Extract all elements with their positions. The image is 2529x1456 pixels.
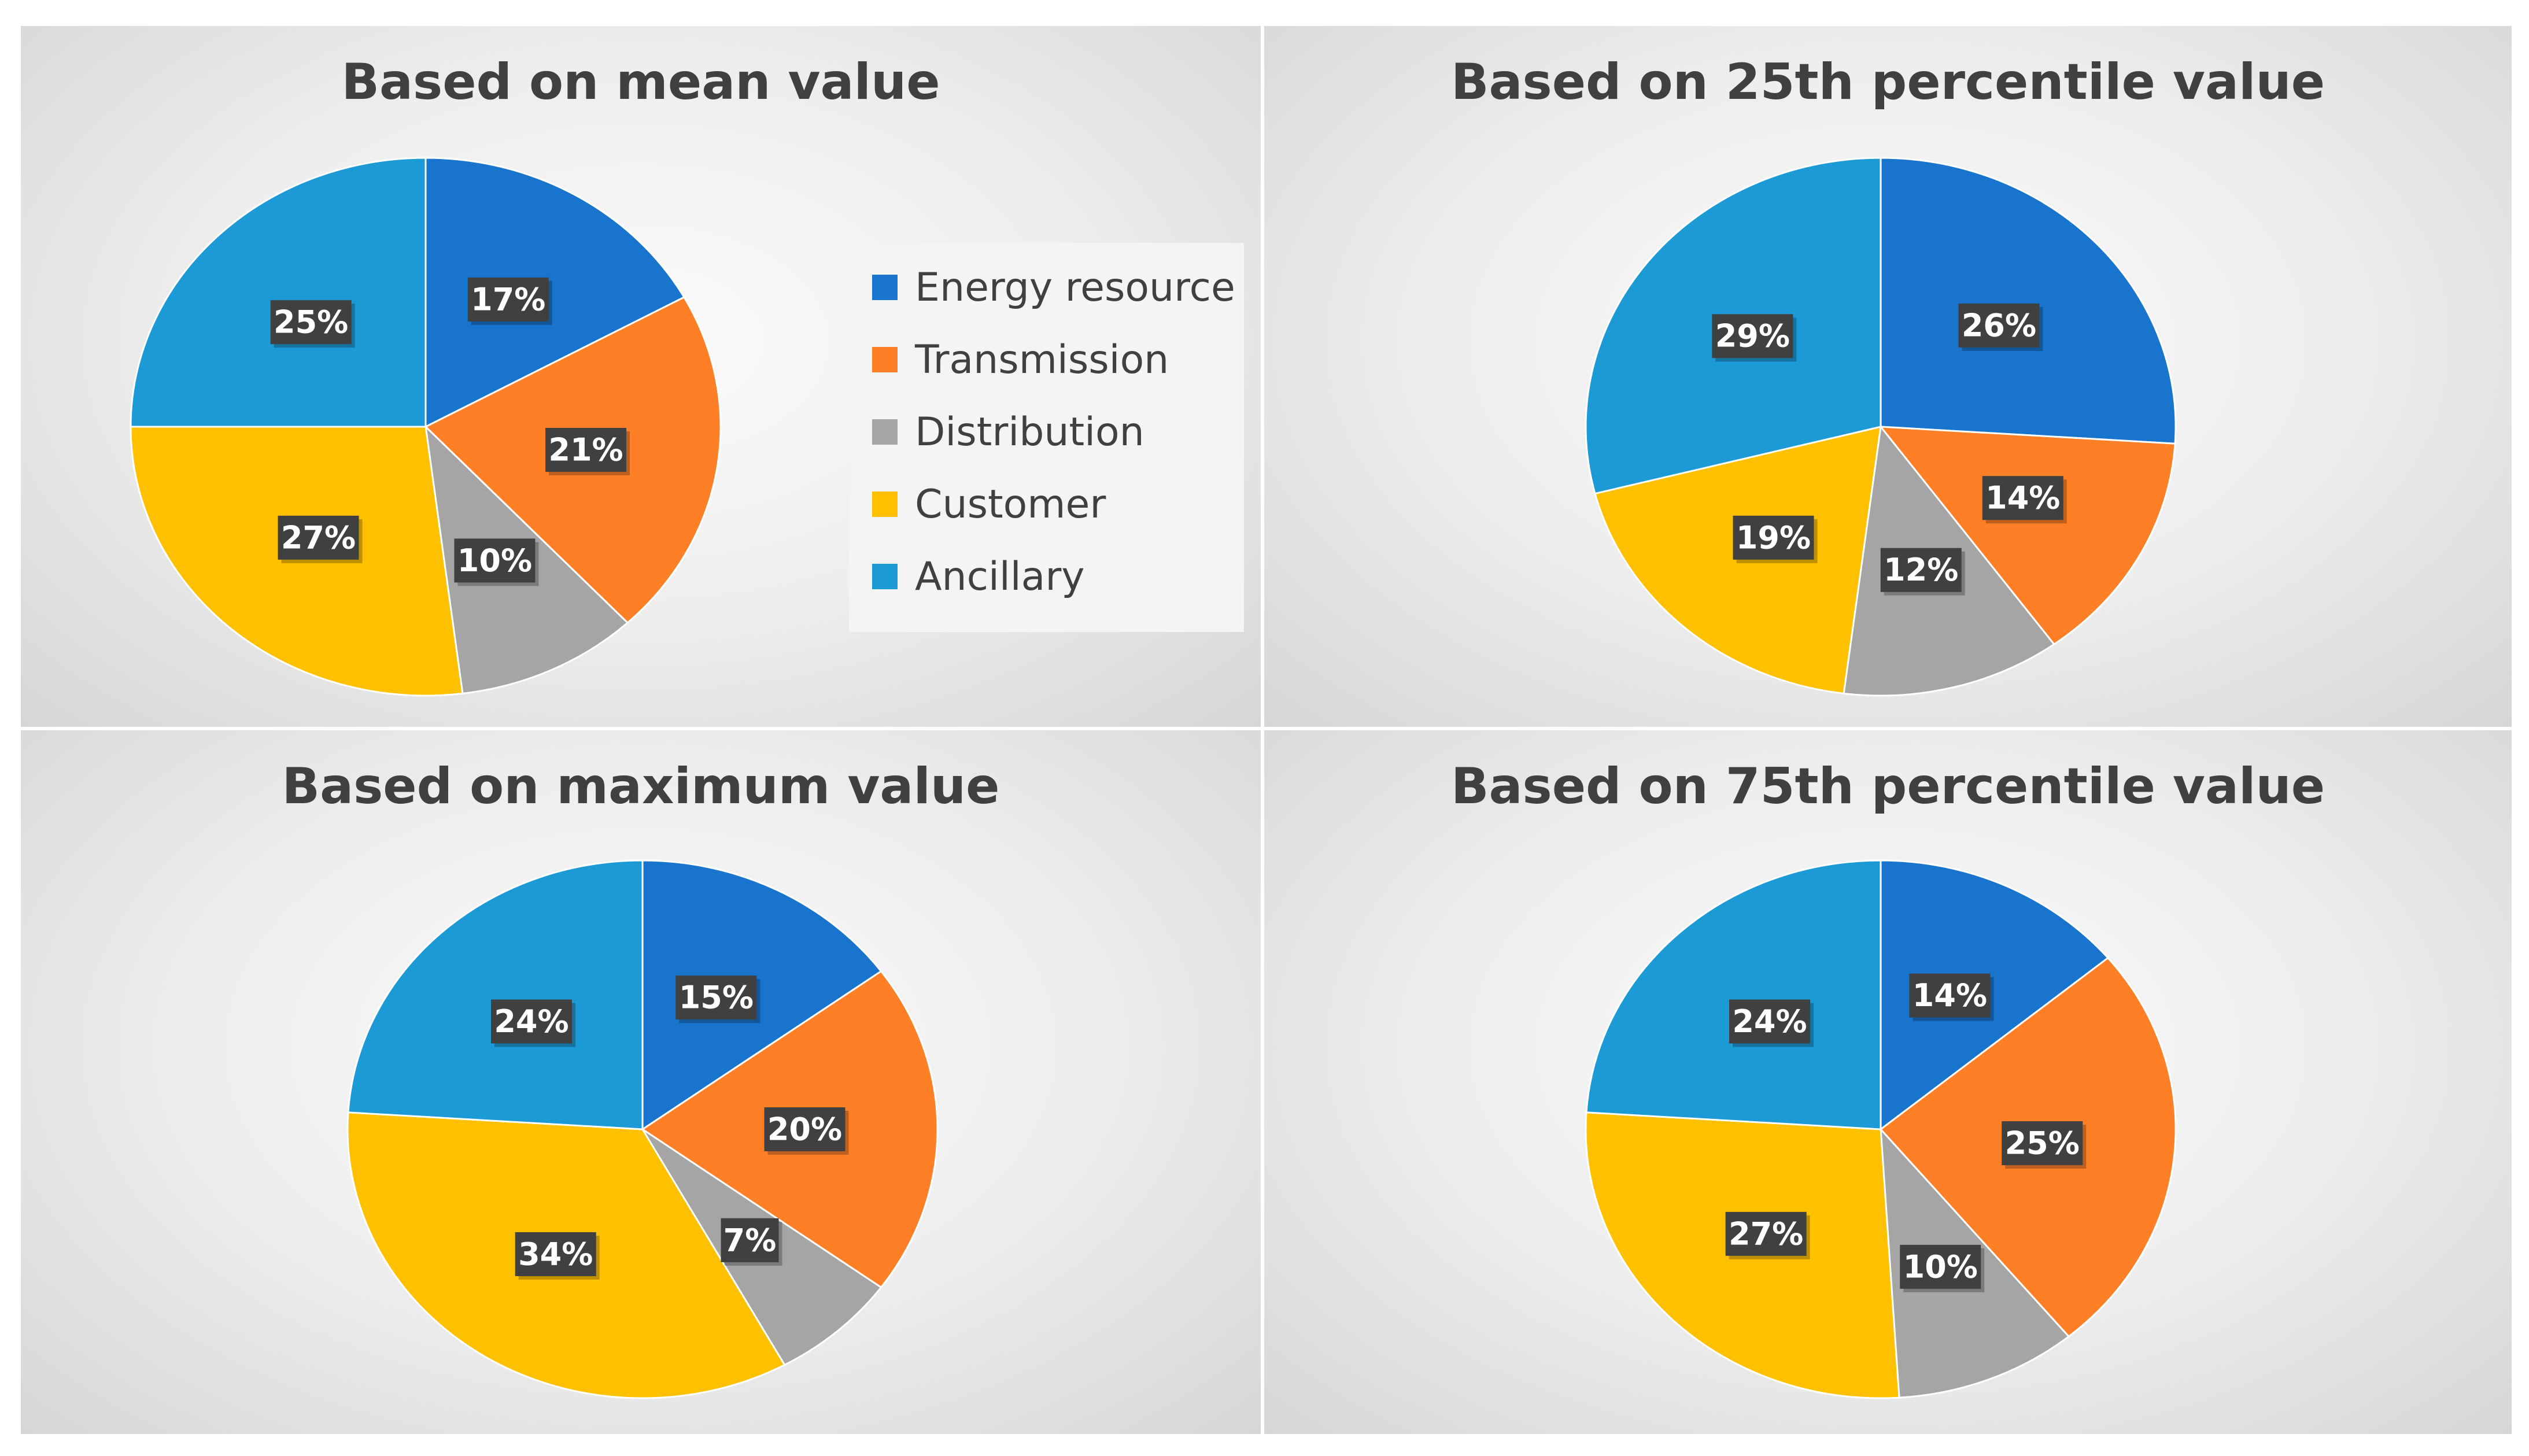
pie-slice-energy-resource — [1880, 157, 2177, 445]
chart-panel-maximum: Based on maximum value 15% 20% 7% 34% 24% — [21, 730, 1261, 1434]
data-label-ancillary: 24% — [490, 999, 575, 1047]
data-label-distribution: 12% — [1880, 548, 1965, 596]
data-label-text: 12% — [1884, 552, 1958, 588]
legend-item-energy-resource: Energy resource — [872, 264, 1235, 311]
legend-item-customer: Customer — [872, 481, 1106, 527]
data-label-customer: 19% — [1733, 515, 1818, 563]
legend-swatch — [872, 275, 898, 300]
data-label-text: 10% — [457, 542, 532, 579]
pie-slice-energy-resource — [641, 859, 883, 1131]
legend-item-transmission: Transmission — [872, 337, 1169, 383]
data-label-energy-resource: 17% — [467, 277, 552, 325]
pie-slice-customer — [130, 426, 464, 697]
pie-slice-ancillary — [130, 157, 427, 428]
data-label-ancillary: 25% — [270, 300, 355, 348]
legend-swatch — [872, 564, 898, 589]
data-label-ancillary: 29% — [1712, 314, 1797, 362]
data-label-transmission: 21% — [545, 428, 630, 476]
chart-title: Based on mean value — [341, 53, 940, 111]
data-label-customer: 27% — [1725, 1211, 1810, 1259]
data-label-text: 27% — [281, 519, 356, 556]
data-label-text: 15% — [679, 980, 754, 1016]
chart-panel-75th-percentile: Based on 75th percentile value 14% 25% 10%… — [1264, 730, 2512, 1434]
legend-label: Distribution — [915, 409, 1144, 455]
legend-label: Ancillary — [915, 553, 1085, 600]
data-label-energy-resource: 26% — [1958, 303, 2043, 351]
data-label-transmission: 20% — [764, 1107, 849, 1155]
pie-slice-ancillary — [1585, 859, 1882, 1130]
data-label-text: 34% — [518, 1236, 593, 1272]
data-label-energy-resource: 15% — [675, 975, 760, 1023]
chart-title: Based on maximum value — [282, 757, 1000, 815]
data-label-transmission: 25% — [2002, 1121, 2087, 1169]
data-label-text: 7% — [723, 1222, 777, 1258]
data-label-ancillary: 24% — [1729, 999, 1814, 1047]
legend-swatch — [872, 347, 898, 372]
data-label-text: 21% — [548, 432, 623, 468]
data-label-energy-resource: 14% — [1909, 973, 1994, 1021]
legend-swatch — [872, 419, 898, 445]
pie-slice-ancillary — [347, 859, 644, 1130]
legend-label: Transmission — [915, 337, 1169, 383]
pie-chart-mean: 17% 21% 10% 27% 25% — [130, 157, 722, 697]
pie-slice-transmission — [1878, 426, 2176, 646]
legend-item-distribution: Distribution — [872, 409, 1144, 455]
pie-slice-customer — [1594, 426, 1882, 694]
pie-chart-75th-percentile: 14% 25% 10% 27% 24% — [1585, 859, 2177, 1399]
data-label-text: 25% — [2005, 1125, 2080, 1162]
data-label-text: 17% — [471, 281, 545, 317]
chart-panel-mean: Based on mean value 17% 21% 10% 27% 25% Ener… — [21, 26, 1261, 727]
data-label-text: 29% — [1715, 318, 1790, 354]
chart-title: Based on 25th percentile value — [1450, 53, 2325, 111]
data-label-text: 10% — [1903, 1248, 1978, 1285]
data-label-text: 20% — [767, 1111, 842, 1148]
data-label-text: 26% — [1962, 307, 2036, 343]
pie-slice-energy-resource — [424, 157, 686, 428]
data-label-customer: 27% — [278, 515, 363, 563]
data-label-text: 14% — [1985, 480, 2060, 516]
chart-panel-25th-percentile: Based on 25th percentile value 26% 14% 12%… — [1264, 26, 2512, 727]
legend-label: Energy resource — [915, 264, 1235, 311]
data-label-text: 24% — [1732, 1003, 1807, 1040]
data-label-text: 14% — [1913, 977, 1987, 1014]
data-label-distribution: 7% — [721, 1218, 782, 1266]
legend: Energy resource Transmission Distributio… — [849, 243, 1244, 632]
legend-item-ancillary: Ancillary — [872, 553, 1085, 600]
pie-slice-energy-resource — [1880, 859, 2110, 1132]
data-label-text: 19% — [1736, 519, 1811, 556]
legend-swatch — [872, 492, 898, 517]
data-label-text: 27% — [1729, 1215, 1803, 1252]
data-label-text: 25% — [274, 304, 348, 341]
data-label-distribution: 10% — [1900, 1244, 1985, 1292]
pie-chart-maximum: 15% 20% 7% 34% 24% — [346, 859, 939, 1399]
legend-label: Customer — [915, 481, 1106, 527]
data-label-transmission: 14% — [1982, 476, 2067, 524]
pie-chart-25th-percentile: 26% 14% 12% 19% 29% — [1585, 157, 2177, 697]
chart-title: Based on 75th percentile value — [1450, 757, 2325, 815]
data-label-customer: 34% — [515, 1232, 600, 1280]
data-label-text: 24% — [494, 1003, 568, 1040]
data-label-distribution: 10% — [454, 538, 539, 586]
